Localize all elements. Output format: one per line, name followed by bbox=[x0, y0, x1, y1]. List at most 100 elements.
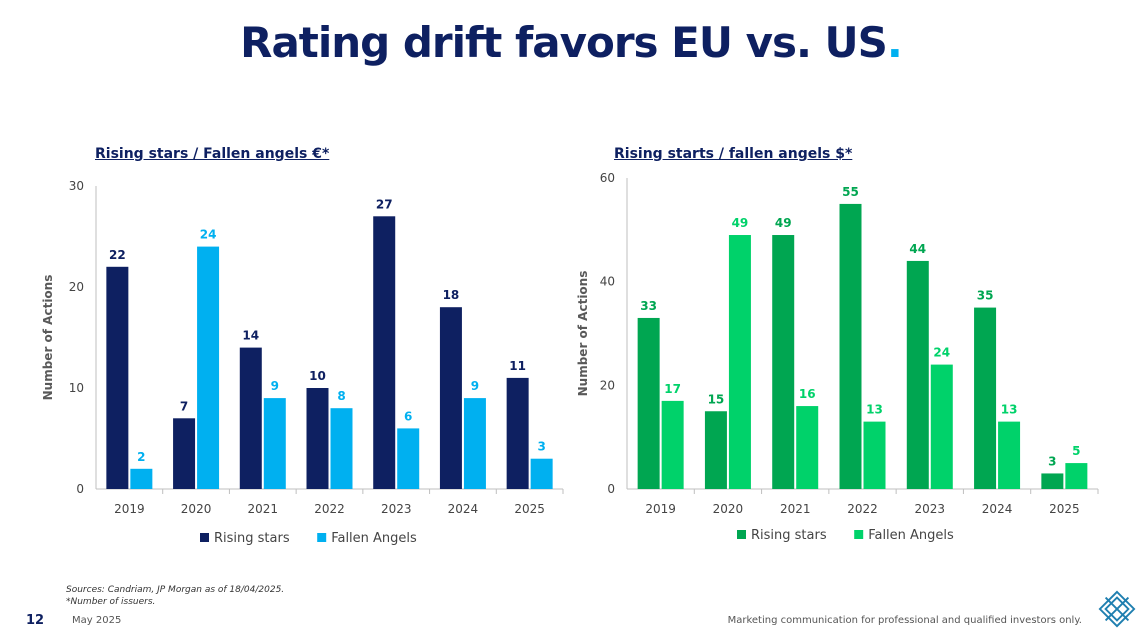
company-logo-icon bbox=[1098, 590, 1136, 628]
x-tick-label: 2019 bbox=[645, 502, 676, 516]
legend-label: Fallen Angels bbox=[868, 528, 954, 543]
data-label: 35 bbox=[977, 289, 994, 303]
bar-fallen-angels bbox=[1065, 463, 1088, 489]
data-label: 2 bbox=[137, 450, 145, 464]
bar-rising-stars bbox=[906, 260, 929, 489]
x-tick-label: 2025 bbox=[1049, 502, 1080, 516]
data-label: 9 bbox=[271, 379, 279, 393]
x-tick-label: 2024 bbox=[982, 502, 1013, 516]
bar-fallen-angels bbox=[796, 406, 819, 489]
data-label: 33 bbox=[640, 299, 657, 313]
y-tick-label: 0 bbox=[607, 482, 615, 496]
data-label: 15 bbox=[708, 392, 725, 406]
data-label: 8 bbox=[337, 389, 345, 403]
x-tick-label: 2022 bbox=[314, 502, 345, 516]
y-tick-label: 20 bbox=[69, 280, 84, 294]
bar-fallen-angels bbox=[130, 468, 153, 489]
bar-fallen-angels bbox=[197, 246, 220, 489]
bar-fallen-angels bbox=[661, 400, 684, 489]
sources-line: Sources: Candriam, JP Morgan as of 18/04… bbox=[66, 585, 285, 595]
data-label: 3 bbox=[1048, 454, 1056, 468]
footer-date: May 2025 bbox=[72, 615, 122, 626]
data-label: 17 bbox=[664, 382, 681, 396]
y-tick-label: 20 bbox=[600, 378, 615, 392]
slide-title: Rating drift favors EU vs. US. bbox=[0, 18, 1142, 67]
x-tick-label: 2020 bbox=[181, 502, 212, 516]
bar-rising-stars bbox=[704, 411, 727, 489]
data-label: 13 bbox=[866, 403, 883, 417]
x-tick-label: 2024 bbox=[448, 502, 479, 516]
data-label: 5 bbox=[1072, 444, 1080, 458]
y-tick-label: 30 bbox=[69, 179, 84, 193]
bar-fallen-angels bbox=[998, 421, 1021, 489]
bar-fallen-angels bbox=[263, 398, 286, 489]
footnote-line: *Number of issuers. bbox=[66, 597, 156, 607]
bar-rising-stars bbox=[637, 317, 660, 489]
chart-title-usd: Rising starts / fallen angels $* bbox=[614, 146, 853, 162]
chart-usd: 0 20 40 60 Number of Actions 2019 33 17 2020 15 49… bbox=[576, 171, 1099, 543]
data-label: 18 bbox=[443, 288, 460, 302]
data-label: 10 bbox=[309, 369, 326, 383]
bar-rising-stars bbox=[106, 266, 129, 489]
data-label: 6 bbox=[404, 409, 412, 423]
bar-fallen-angels bbox=[863, 421, 886, 489]
bar-fallen-angels bbox=[530, 458, 553, 489]
data-label: 27 bbox=[376, 197, 393, 211]
bar-fallen-angels bbox=[463, 398, 486, 489]
y-tick-label: 40 bbox=[600, 275, 615, 289]
data-label: 22 bbox=[109, 248, 126, 262]
bar-rising-stars bbox=[173, 418, 196, 489]
bar-rising-stars bbox=[373, 216, 396, 490]
y-tick-label: 0 bbox=[76, 482, 84, 496]
slide-title-dot: . bbox=[886, 18, 903, 67]
legend-label: Rising stars bbox=[214, 531, 290, 546]
data-label: 49 bbox=[775, 216, 792, 230]
bar-rising-stars bbox=[772, 235, 795, 489]
data-label: 13 bbox=[1001, 403, 1018, 417]
bar-rising-stars bbox=[239, 347, 262, 489]
legend-swatch bbox=[200, 533, 209, 542]
y-axis-title: Number of Actions bbox=[576, 271, 590, 397]
x-tick-label: 2021 bbox=[780, 502, 811, 516]
data-label: 7 bbox=[180, 399, 188, 413]
y-axis-title: Number of Actions bbox=[41, 275, 55, 401]
legend-swatch bbox=[317, 533, 327, 542]
bar-fallen-angels bbox=[930, 364, 953, 489]
slide-title-text: Rating drift favors EU vs. US bbox=[240, 18, 888, 67]
bar-rising-stars bbox=[439, 307, 462, 489]
y-tick-label: 10 bbox=[69, 381, 84, 395]
x-tick-label: 2023 bbox=[915, 502, 946, 516]
data-label: 55 bbox=[842, 185, 859, 199]
legend-swatch bbox=[854, 530, 864, 539]
footer-disclaimer: Marketing communication for professional… bbox=[727, 615, 1082, 626]
legend-label: Rising stars bbox=[751, 528, 827, 543]
data-label: 49 bbox=[732, 216, 749, 230]
data-label: 44 bbox=[909, 242, 926, 256]
bar-fallen-angels bbox=[330, 408, 353, 489]
bar-rising-stars bbox=[839, 203, 862, 489]
x-tick-label: 2023 bbox=[381, 502, 412, 516]
data-label: 11 bbox=[509, 359, 526, 373]
bar-rising-stars bbox=[506, 377, 529, 489]
data-label: 24 bbox=[200, 228, 217, 242]
data-label: 3 bbox=[537, 440, 545, 454]
page-number: 12 bbox=[26, 613, 45, 628]
x-tick-label: 2021 bbox=[248, 502, 279, 516]
x-tick-label: 2020 bbox=[713, 502, 744, 516]
legend-swatch bbox=[737, 530, 746, 539]
bar-rising-stars bbox=[306, 388, 329, 489]
bar-rising-stars bbox=[974, 307, 997, 489]
data-label: 16 bbox=[799, 387, 816, 401]
data-label: 9 bbox=[471, 379, 479, 393]
y-tick-label: 60 bbox=[600, 171, 615, 185]
x-tick-label: 2022 bbox=[847, 502, 878, 516]
sources-note: Sources: Candriam, JP Morgan as of 18/04… bbox=[66, 584, 284, 608]
bar-rising-stars bbox=[1041, 473, 1064, 489]
x-tick-label: 2019 bbox=[114, 502, 145, 516]
x-tick-label: 2025 bbox=[514, 502, 545, 516]
legend-label: Fallen Angels bbox=[331, 531, 417, 546]
data-label: 14 bbox=[242, 329, 259, 343]
bar-fallen-angels bbox=[728, 235, 751, 489]
bar-fallen-angels bbox=[397, 428, 420, 489]
